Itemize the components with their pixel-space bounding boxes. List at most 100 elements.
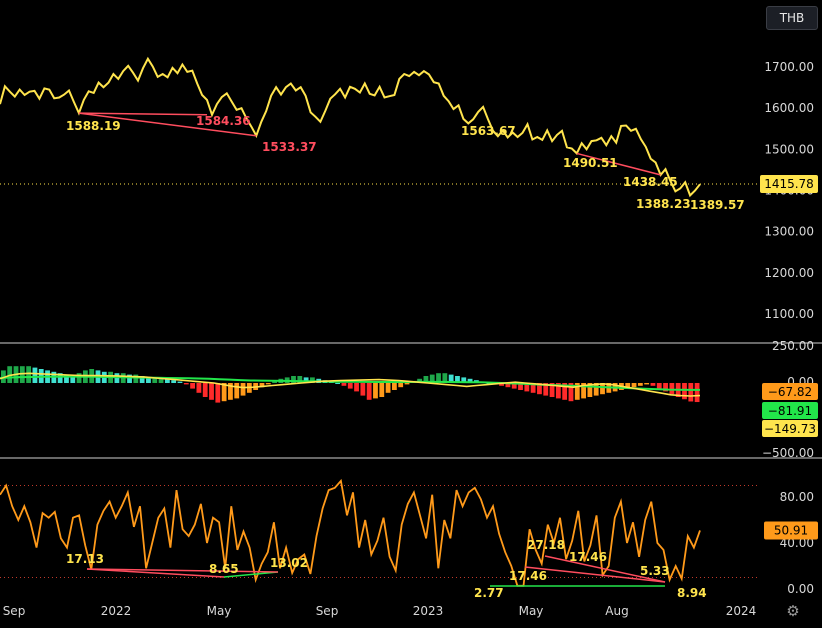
histogram-bar	[303, 377, 309, 383]
time-axis-label: Aug	[605, 604, 628, 618]
histogram-bar	[530, 383, 536, 393]
oscillator-value-tag	[762, 383, 818, 400]
rsi-current-tag-label: 50.91	[774, 523, 808, 537]
histogram-bar	[259, 383, 265, 388]
histogram-bar	[70, 376, 76, 383]
histogram-bar	[518, 383, 523, 390]
price-axis-tick: 1100.00	[764, 307, 814, 321]
histogram-bar	[385, 383, 391, 393]
rsi-annotation-label: 8.65	[209, 562, 239, 576]
rsi-divergence-line	[86, 568, 279, 573]
histogram-bar	[423, 376, 429, 383]
histogram-bar	[391, 383, 397, 390]
histogram-bar	[644, 383, 650, 385]
histogram-bar	[196, 383, 202, 393]
histogram-bar	[537, 383, 542, 395]
histogram-bar	[171, 380, 177, 383]
histogram-bar	[310, 377, 315, 383]
rsi-axis-tick: 0.00	[787, 582, 814, 596]
rsi-annotation-label: 8.94	[677, 586, 707, 600]
oscillator-value-tag-label: −81.91	[768, 404, 812, 418]
histogram-bar	[139, 376, 145, 383]
divergence-line	[78, 112, 208, 116]
histogram-bar	[461, 377, 467, 383]
histogram-bar	[240, 383, 246, 396]
histogram-bar	[555, 383, 561, 399]
rsi-series-line	[0, 478, 701, 587]
histogram-bar	[190, 383, 195, 389]
histogram-bar	[682, 383, 687, 400]
histogram-bar	[436, 373, 441, 383]
histogram-bar	[183, 383, 189, 385]
histogram-bar	[1, 370, 6, 383]
histogram-bar	[398, 383, 404, 388]
price-panel[interactable]: 1100.001200.001300.001400.001500.001600.…	[0, 56, 818, 321]
histogram-bar	[177, 381, 183, 383]
price-annotation-label: 1588.19	[66, 119, 121, 133]
oscillator-value-tag	[762, 420, 818, 437]
time-axis[interactable]: Sep 2022 May Sep 2023 May Aug 2024	[3, 604, 757, 618]
histogram-bar	[631, 383, 637, 388]
histogram-bar	[133, 374, 139, 383]
price-annotation-label: 1438.45	[623, 175, 678, 189]
histogram-bar	[417, 378, 423, 383]
histogram-bar	[19, 366, 25, 383]
histogram-bar	[505, 383, 511, 388]
histogram-bar	[562, 383, 568, 400]
histogram-bar	[694, 383, 700, 403]
current-price-tag	[760, 175, 818, 194]
histogram-bar	[152, 377, 158, 383]
rsi-annotation-label: 27.18	[527, 538, 565, 552]
histogram-bar	[202, 383, 208, 397]
histogram-bar	[265, 383, 271, 385]
histogram-bar	[448, 374, 454, 383]
histogram-bar	[650, 383, 656, 386]
histogram-bar	[64, 374, 69, 383]
histogram-bar	[215, 383, 221, 403]
histogram-bar	[524, 383, 530, 392]
currency-selector-button[interactable]: THB	[766, 6, 818, 30]
time-axis-label: May	[519, 604, 544, 618]
time-axis-label: May	[207, 604, 232, 618]
oscillator-value-tag	[762, 402, 818, 419]
price-annotation-label: 1584.36	[196, 114, 251, 128]
price-annotation-label: 1388.23	[636, 197, 691, 211]
price-annotation-label: 1563.67	[461, 124, 516, 138]
histogram-bar	[234, 383, 240, 399]
histogram-bar	[127, 374, 132, 383]
histogram-bar	[335, 383, 341, 384]
histogram-bar	[26, 366, 32, 383]
histogram-bar	[549, 383, 555, 397]
settings-gear-icon[interactable]: ⚙	[786, 602, 800, 620]
histogram-bar	[511, 383, 517, 389]
panel-dividers	[0, 342, 822, 459]
histogram-bar	[656, 383, 662, 389]
oscillator-value-tag-label: −67.82	[768, 385, 812, 399]
time-axis-label: 2023	[413, 604, 444, 618]
divergence-line	[576, 152, 661, 176]
histogram-bar	[158, 377, 164, 383]
divergence-line	[78, 112, 257, 137]
histogram-bar	[688, 383, 694, 402]
time-axis-label: 2022	[101, 604, 132, 618]
histogram-bar	[600, 383, 605, 395]
histogram-bar	[587, 383, 593, 397]
histogram-bar	[574, 383, 580, 400]
rsi-panel[interactable]: 0.00 40.00 80.00 17.13 8.65 13.02 27.18 17.46 17…	[0, 478, 818, 600]
time-axis-label: 2024	[726, 604, 757, 618]
histogram-bar	[146, 377, 151, 383]
histogram-bar	[354, 383, 359, 392]
histogram-bar	[221, 383, 227, 402]
histogram-bar	[291, 376, 296, 383]
histogram-bar	[360, 383, 366, 396]
oscillator-panel[interactable]: 250.000.00−500.00−67.82−81.91−149.73	[0, 339, 818, 460]
price-axis-tick: 1600.00	[764, 101, 814, 115]
rsi-divergence-line	[544, 555, 666, 583]
histogram-bar	[467, 378, 473, 383]
histogram-bar	[429, 374, 435, 383]
price-annotation-label: 1490.51	[563, 156, 618, 170]
histogram-bar	[209, 383, 214, 400]
histogram-bar	[57, 373, 63, 383]
